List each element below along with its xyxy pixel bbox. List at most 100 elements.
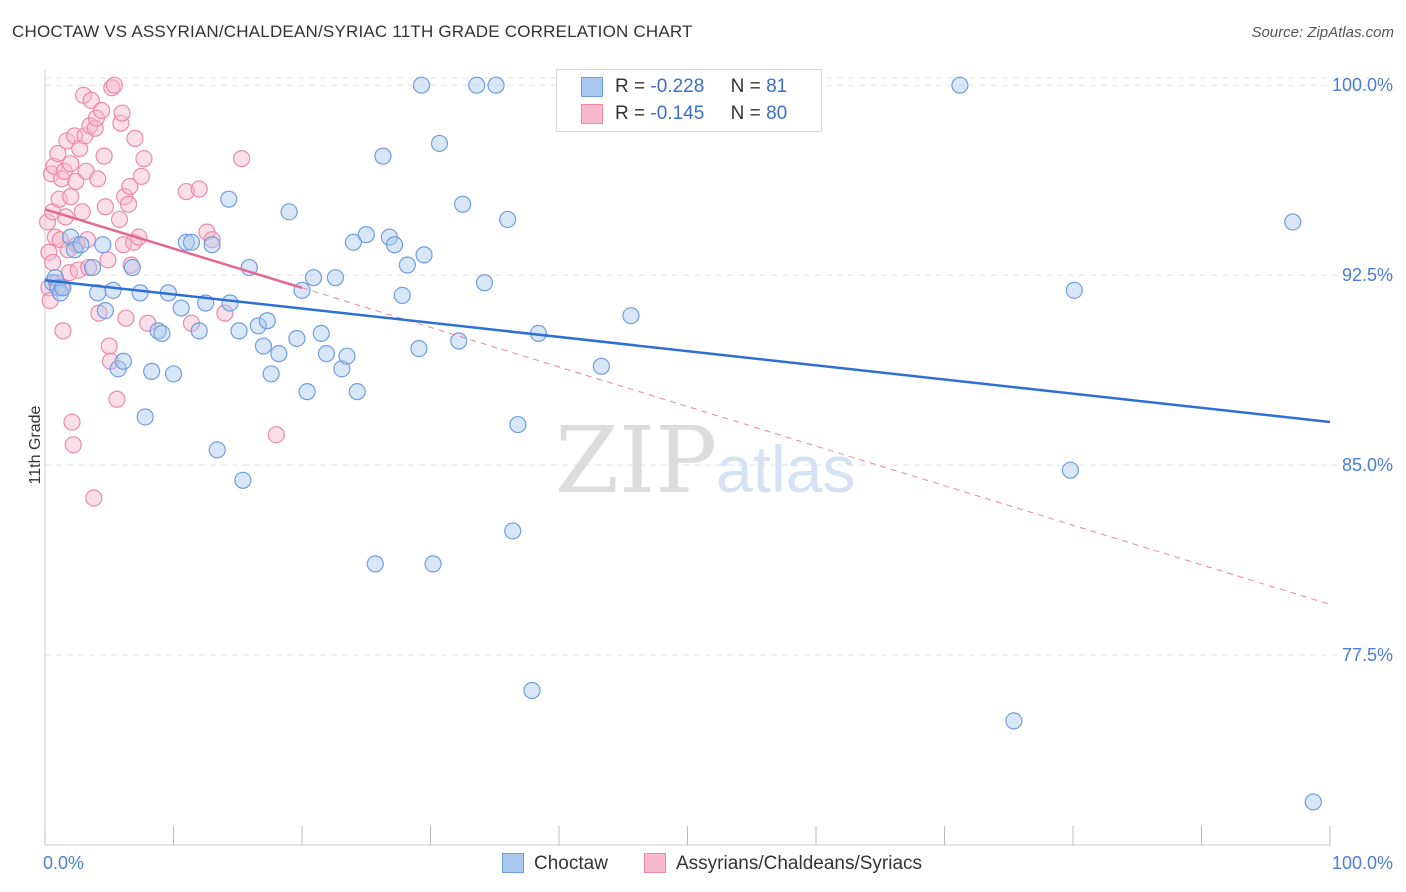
legend-swatch-blue [581, 77, 603, 97]
bottom-legend-swatch-blue [502, 853, 524, 873]
pink-point [113, 104, 131, 122]
pink-point [69, 261, 88, 279]
pink-point [63, 413, 81, 431]
x-tick-label: 100.0% [1332, 853, 1393, 873]
pink-point [105, 76, 123, 94]
blue-point [83, 258, 102, 277]
pink-point [121, 177, 139, 196]
blue-point [104, 281, 122, 299]
legend-r-label: R = [615, 76, 646, 97]
pink-point [82, 91, 100, 109]
pink-point [126, 129, 144, 147]
pink-point [54, 322, 72, 340]
blue-point [258, 312, 276, 330]
blue-point [177, 233, 195, 251]
legend-n-value: 81 [766, 76, 788, 97]
y-tick-label: 100.0% [1332, 75, 1393, 95]
blue-point [312, 324, 330, 342]
blue-point [454, 195, 472, 213]
pink-point [62, 188, 80, 206]
blue-point [326, 269, 345, 287]
pink-point [216, 304, 234, 322]
blue-point [450, 332, 468, 350]
blue-point [1065, 281, 1083, 299]
blue-point [499, 210, 517, 229]
pink-point [64, 436, 82, 454]
blue-point [164, 365, 183, 383]
blue-point [592, 357, 611, 375]
blue-point [1061, 461, 1080, 479]
pink-trend-extension [301, 287, 1331, 605]
blue-point [385, 236, 404, 254]
legend-n-value: 80 [766, 103, 788, 124]
legend-swatch-pink [581, 104, 603, 124]
blue-point [221, 294, 239, 312]
blue-point [96, 302, 114, 320]
blue-point [254, 337, 273, 355]
blue-point [430, 134, 449, 153]
blue-point [333, 360, 351, 378]
pink-point [45, 157, 63, 175]
pink-point [80, 258, 98, 277]
series-assyrians-points [38, 76, 285, 507]
y-axis-label: 11th Grade [27, 405, 44, 485]
blue-point [412, 76, 431, 94]
y-tick-label: 77.5% [1342, 645, 1393, 665]
x-tick-label: 0.0% [43, 853, 84, 873]
blue-point [270, 345, 288, 363]
blue-point [317, 345, 336, 363]
pink-point [110, 210, 129, 229]
pink-point [38, 213, 57, 231]
pink-point [119, 195, 138, 213]
blue-point [280, 203, 298, 221]
pink-point [49, 144, 67, 163]
blue-point [374, 147, 392, 165]
blue-point [509, 415, 527, 434]
watermark-zip: ZIP [555, 407, 717, 514]
chart-title: CHOCTAW VS ASSYRIAN/CHALDEAN/SYRIAC 11TH… [12, 22, 693, 41]
blue-point [123, 258, 141, 277]
blue-point [208, 441, 226, 459]
pink-point [62, 155, 80, 173]
pink-point [100, 337, 118, 355]
tick-labels: 77.5% 85.0% 92.5% 100.0% 0.0% 100.0% [43, 75, 1393, 873]
pink-point [233, 150, 251, 168]
blue-trend-line [44, 278, 1331, 424]
pink-point [95, 147, 113, 165]
blue-point [131, 284, 149, 302]
pink-point [59, 241, 77, 259]
blue-point [622, 307, 640, 325]
blue-point [1005, 712, 1023, 730]
pink-point [132, 167, 150, 185]
blue-point [1304, 793, 1322, 811]
blue-point [143, 362, 161, 380]
watermark: ZIP atlas [555, 407, 855, 514]
blue-point [234, 471, 252, 489]
pink-point [117, 309, 135, 327]
blue-point [504, 522, 522, 540]
blue-point [415, 246, 433, 264]
trend-lines [44, 208, 1331, 605]
legend-n-label: N = [730, 76, 761, 97]
blue-point [344, 233, 362, 251]
blue-point [951, 76, 969, 94]
legend-r-label: R = [615, 103, 646, 124]
bottom-legend-label: Choctaw [534, 853, 608, 874]
pink-point [44, 253, 62, 272]
pink-point [89, 170, 107, 188]
pink-point [40, 243, 58, 261]
blue-point [357, 226, 375, 244]
bottom-legend-swatch-pink [644, 853, 666, 873]
bottom-legend-label: Assyrians/Chaldeans/Syriacs [676, 853, 923, 874]
blue-point [94, 236, 112, 254]
blue-point [366, 555, 384, 573]
pink-point [108, 390, 126, 408]
blue-point [153, 324, 171, 342]
pink-point [177, 182, 195, 201]
blue-point [136, 408, 154, 426]
blue-point [1284, 213, 1302, 231]
pink-point [99, 251, 117, 269]
legend-r-value: -0.228 [650, 76, 705, 97]
pink-point [67, 172, 85, 191]
blue-point [182, 233, 201, 251]
